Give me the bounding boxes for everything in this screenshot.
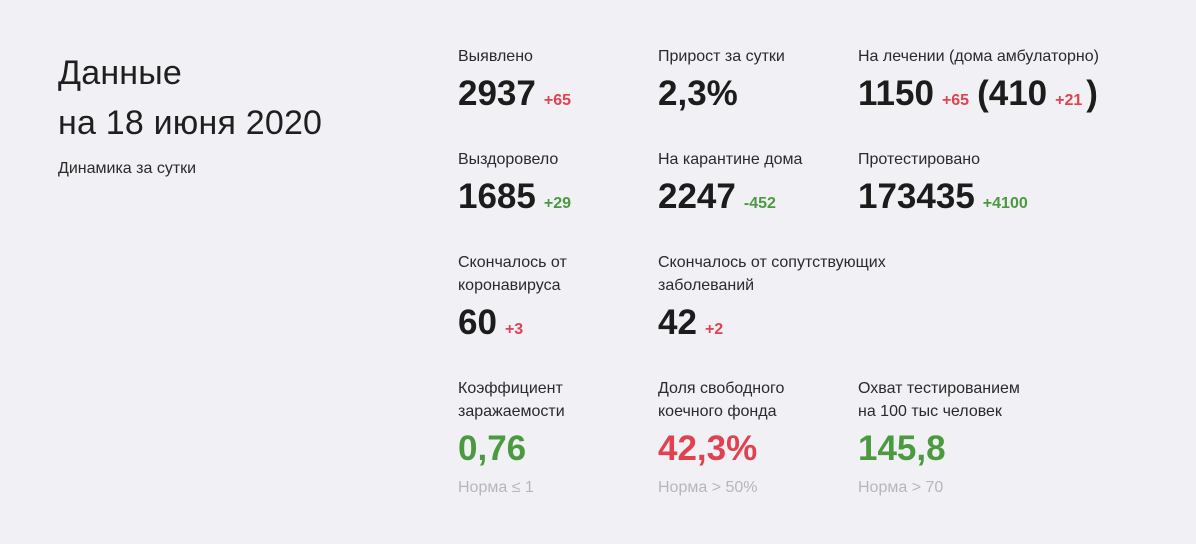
stat-label-line2: коронавируса [458,277,561,294]
stat-died-other: Скончалось от сопутствующих заболеваний … [658,251,948,343]
stat-delta: +2 [704,321,724,338]
stat-value-row: 0,76 [458,429,748,469]
stat-value-row: 1685 +29 [458,177,748,217]
stat-tested: Протестировано 173435 +4100 [858,148,1148,217]
stat-value: 2,3% [658,74,738,113]
stat-label-line1: Коэффициент [458,380,563,397]
stat-label-line1: Скончалось от сопутствующих [658,254,886,271]
stat-value-row: 2937 +65 [458,74,748,114]
stat-label: Протестировано [858,151,981,168]
stat-label-line2: на 100 тыс человек [858,403,1002,420]
stat-value-row: 42 +2 [658,303,948,343]
stat-value: 0,76 [458,429,527,468]
paren-close: ) [1086,74,1098,113]
stat-delta: +65 [941,92,970,109]
stat-delta: +29 [543,195,572,212]
stat-norm: Норма > 50% [658,479,758,496]
stat-value-row: 60 +3 [458,303,748,343]
stat-norm: Норма > 70 [858,479,944,496]
stat-value: 1150 [858,74,934,113]
stat-value-row: 42,3% [658,429,948,469]
stat-label: На лечении (дома амбулаторно) [858,48,1099,65]
stat-growth: Прирост за сутки 2,3% [658,45,948,114]
stat-label: Выздоровело [458,151,559,168]
stat-test-coverage: Охват тестированием на 100 тыс человек 1… [858,377,1148,497]
stat-home-delta: +21 [1055,92,1083,109]
stat-delta: +4100 [982,195,1028,212]
stat-value-row: 2247 -452 [658,177,948,217]
stat-label-line1: Скончалось от [458,254,567,271]
stat-label-line1: Охват тестированием [858,380,1020,397]
stat-treatment: На лечении (дома амбулаторно) 1150 +65 (… [858,45,1188,114]
stat-label-line2: заражаемости [458,403,565,420]
stat-value: 2937 [458,74,536,113]
stat-value: 173435 [858,177,975,216]
page-title: Данные на 18 июня 2020 [58,48,398,148]
stat-label-line2: заболеваний [658,277,755,294]
stat-value-row: 173435 +4100 [858,177,1148,217]
stat-delta: -452 [743,195,776,212]
stat-value: 42,3% [658,429,758,468]
page-header: Данные на 18 июня 2020 Динамика за сутки [58,48,398,178]
stat-free-beds: Доля свободного коечного фонда 42,3% Нор… [658,377,948,497]
stat-value-row: 2,3% [658,74,948,114]
stat-value: 1685 [458,177,536,216]
page-subtitle: Динамика за сутки [58,160,197,177]
stat-label: Прирост за сутки [658,48,785,65]
stat-value-row: 145,8 [858,429,1148,469]
page-title-line2: на 18 июня 2020 [58,104,323,142]
stat-value: 60 [458,303,497,342]
paren-open: ( [977,74,989,113]
stat-label-line1: Доля свободного [658,380,785,397]
stat-label-line2: коечного фонда [658,403,777,420]
stat-value-row: 1150 +65 ( 410 +21 ) [858,74,1188,114]
stat-infection-rate: Коэффициент заражаемости 0,76 Норма ≤ 1 [458,377,748,497]
stat-label: Выявлено [458,48,533,65]
stat-home-value: 410 [988,74,1048,113]
stat-label: На карантине дома [658,151,803,168]
stat-value: 42 [658,303,697,342]
stat-value: 145,8 [858,429,946,468]
page-title-line1: Данные [58,54,183,92]
stat-recovered: Выздоровело 1685 +29 [458,148,748,217]
stat-quarantine: На карантине дома 2247 -452 [658,148,948,217]
stat-value: 2247 [658,177,736,216]
stat-delta: +65 [543,92,572,109]
stat-delta: +3 [504,321,524,338]
stat-norm: Норма ≤ 1 [458,479,534,496]
stat-died-covid: Скончалось от коронавируса 60 +3 [458,251,748,343]
stat-detected: Выявлено 2937 +65 [458,45,748,114]
